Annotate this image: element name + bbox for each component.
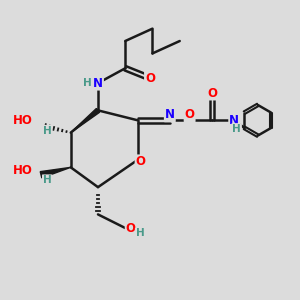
Text: N: N (165, 108, 175, 121)
Text: O: O (136, 155, 146, 168)
Text: H: H (43, 126, 52, 136)
Text: H: H (136, 229, 145, 238)
Text: O: O (145, 72, 155, 85)
Text: HO: HO (13, 164, 32, 177)
Text: N: N (229, 114, 239, 127)
Text: O: O (184, 108, 195, 121)
Polygon shape (71, 109, 100, 133)
Text: O: O (207, 86, 217, 100)
Text: HO: HO (13, 114, 32, 127)
Polygon shape (40, 167, 71, 178)
Text: O: O (126, 221, 136, 235)
Text: H: H (83, 78, 92, 88)
Text: H: H (43, 175, 52, 185)
Text: N: N (93, 76, 103, 90)
Text: H: H (232, 124, 241, 134)
